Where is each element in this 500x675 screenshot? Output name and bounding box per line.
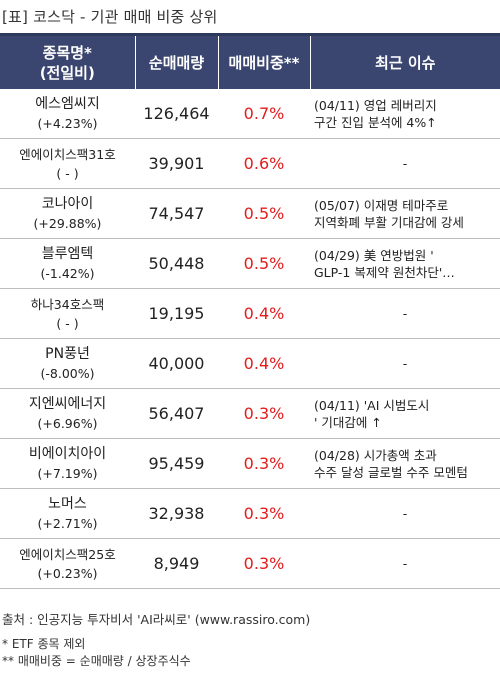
trade-ratio: 0.4% [218, 338, 310, 389]
stock-change: ( - ) [56, 165, 79, 181]
footnote-ratio: ** 매매비중 = 순매매량 / 상장주식수 [2, 654, 191, 668]
stock-name[interactable]: 엔에이치스팩25호 [19, 546, 116, 562]
issue-line1: (04/28) 시가총액 초과 [314, 447, 437, 463]
issue-cell[interactable]: (04/29) 美 연방법원 ' GLP-1 복제약 원천차단'… [310, 238, 500, 289]
issue-line1: (05/07) 이재명 테마주로 [314, 197, 449, 213]
table-row: 엔에이치스팩25호 (+0.23%) 8,949 0.3% - [0, 538, 500, 589]
issue-line2: 수주 달성 글로벌 수주 모멘텀 [314, 464, 468, 480]
trade-ratio: 0.3% [218, 388, 310, 439]
issue-cell[interactable]: (05/07) 이재명 테마주로 지역화폐 부활 기대감에 강세 [310, 188, 500, 239]
issue-cell: - [310, 338, 500, 389]
source-footer: 출처 : 인공지능 투자비서 'AI라씨로' (www.rassiro.com) [2, 612, 311, 627]
net-volume: 40,000 [135, 338, 218, 389]
issue-cell[interactable]: (04/11) 'AI 시범도시 ' 기대감에 ↑ [310, 388, 500, 439]
table-row: 노머스 (+2.71%) 32,938 0.3% - [0, 488, 500, 539]
table-row: 코나아이 (+29.88%) 74,547 0.5% (05/07) 이재명 테마주로 … [0, 188, 500, 239]
stock-cell: PN풍년 (-8.00%) [0, 338, 135, 389]
table-row: 하나34호스팩 ( - ) 19,195 0.4% - [0, 288, 500, 339]
stock-name[interactable]: 비에이치아이 [28, 445, 107, 462]
net-volume: 74,547 [135, 188, 218, 239]
stock-change: (+2.71%) [37, 515, 98, 531]
trade-ratio: 0.5% [218, 188, 310, 239]
table-header-row: 종목명* (전일비) 순매매량 매매비중** 최근 이슈 [0, 36, 500, 89]
footnote-etf: * ETF 종목 제외 [2, 637, 86, 651]
stock-cell: 블루엠텍 (-1.42%) [0, 238, 135, 289]
trade-ratio: 0.5% [218, 238, 310, 289]
header-volume: 순매매량 [134, 36, 218, 89]
issue-line2: 지역화폐 부활 기대감에 강세 [314, 214, 464, 230]
trade-ratio: 0.3% [218, 438, 310, 489]
trade-ratio: 0.7% [218, 89, 310, 139]
stock-cell: 하나34호스팩 ( - ) [0, 288, 135, 339]
net-volume: 8,949 [135, 538, 218, 589]
table-row: 에스엠씨지 (+4.23%) 126,464 0.7% (04/11) 영업 레버리지 구… [0, 89, 500, 139]
stock-cell: 에스엠씨지 (+4.23%) [0, 89, 135, 139]
stock-cell: 코나아이 (+29.88%) [0, 188, 135, 239]
trade-ratio: 0.3% [218, 488, 310, 539]
stock-name[interactable]: 에스엠씨지 [35, 95, 100, 112]
stock-change: (+4.23%) [37, 115, 98, 131]
table-title: [표] 코스닥 - 기관 매매 비중 상위 [2, 8, 218, 26]
net-volume: 39,901 [135, 138, 218, 189]
trade-ratio: 0.3% [218, 538, 310, 589]
stock-name[interactable]: PN풍년 [45, 345, 90, 362]
issue-line2: 구간 진입 분석에 4%↑ [314, 114, 437, 130]
stock-change: (-8.00%) [40, 365, 95, 381]
issue-line2: GLP-1 복제약 원천차단'… [314, 264, 455, 280]
stock-change: ( - ) [56, 315, 79, 331]
header-rule [0, 33, 500, 36]
stock-change: (+29.88%) [33, 215, 102, 231]
footnotes: * ETF 종목 제외 ** 매매비중 = 순매매량 / 상장주식수 [2, 636, 191, 670]
header-name-line2: (전일비) [39, 63, 95, 82]
table-row: 엔에이치스팩31호 ( - ) 39,901 0.6% - [0, 138, 500, 189]
issue-cell[interactable]: (04/28) 시가총액 초과 수주 달성 글로벌 수주 모멘텀 [310, 438, 500, 489]
table-row: 블루엠텍 (-1.42%) 50,448 0.5% (04/29) 美 연방법원 ' GL… [0, 238, 500, 289]
issue-cell: - [310, 138, 500, 189]
stock-cell: 지엔씨에너지 (+6.96%) [0, 388, 135, 439]
stock-cell: 엔에이치스팩31호 ( - ) [0, 138, 135, 189]
issue-line1: (04/29) 美 연방법원 ' [314, 247, 434, 263]
stock-name[interactable]: 코나아이 [41, 195, 94, 212]
issue-line1: (04/11) 영업 레버리지 [314, 97, 437, 113]
header-issue: 최근 이슈 [309, 36, 500, 89]
ranking-table: 종목명* (전일비) 순매매량 매매비중** 최근 이슈 에스엠씨지 (+4.23… [0, 36, 500, 589]
stock-cell: 노머스 (+2.71%) [0, 488, 135, 539]
header-name-line1: 종목명* [42, 43, 92, 62]
issue-cell: - [310, 538, 500, 589]
stock-change: (+7.19%) [37, 465, 98, 481]
trade-ratio: 0.6% [218, 138, 310, 189]
stock-name[interactable]: 노머스 [48, 495, 87, 512]
issue-cell: - [310, 288, 500, 339]
stock-name[interactable]: 엔에이치스팩31호 [19, 146, 116, 162]
trade-ratio: 0.4% [218, 288, 310, 339]
issue-line2: ' 기대감에 ↑ [314, 414, 382, 430]
stock-change: (+6.96%) [37, 415, 98, 431]
issue-cell[interactable]: (04/11) 영업 레버리지 구간 진입 분석에 4%↑ [310, 89, 500, 139]
stock-change: (-1.42%) [40, 265, 95, 281]
net-volume: 32,938 [135, 488, 218, 539]
net-volume: 56,407 [135, 388, 218, 439]
net-volume: 50,448 [135, 238, 218, 289]
issue-line1: (04/11) 'AI 시범도시 [314, 397, 430, 413]
stock-name[interactable]: 블루엠텍 [41, 245, 94, 262]
issue-cell: - [310, 488, 500, 539]
header-ratio: 매매비중** [217, 36, 310, 89]
stock-name[interactable]: 지엔씨에너지 [28, 395, 107, 412]
table-row: 비에이치아이 (+7.19%) 95,459 0.3% (04/28) 시가총액 초과 수… [0, 438, 500, 489]
stock-change: (+0.23%) [37, 565, 98, 581]
stock-cell: 엔에이치스팩25호 (+0.23%) [0, 538, 135, 589]
stock-cell: 비에이치아이 (+7.19%) [0, 438, 135, 489]
header-name: 종목명* (전일비) [0, 36, 135, 89]
stock-name[interactable]: 하나34호스팩 [30, 296, 105, 312]
table-row: PN풍년 (-8.00%) 40,000 0.4% - [0, 338, 500, 389]
table-row: 지엔씨에너지 (+6.96%) 56,407 0.3% (04/11) 'AI 시범도시… [0, 388, 500, 439]
net-volume: 126,464 [135, 89, 218, 139]
net-volume: 95,459 [135, 438, 218, 489]
net-volume: 19,195 [135, 288, 218, 339]
